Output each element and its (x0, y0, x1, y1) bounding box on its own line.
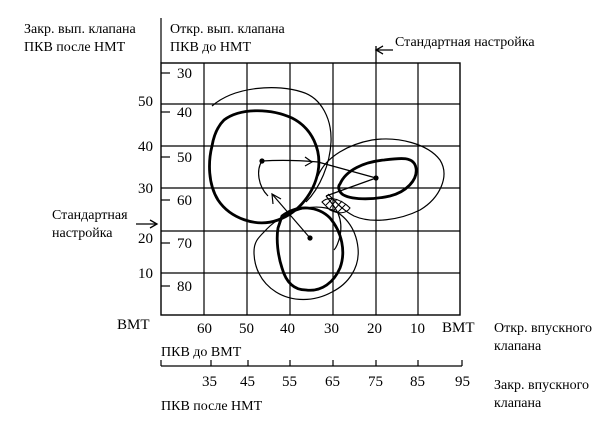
bmt-left-label: ВМТ (117, 317, 150, 333)
inner-tick: 40 (177, 105, 192, 121)
contour-right-inner (337, 157, 418, 201)
left-tick: 50 (138, 94, 153, 110)
exhaust-close-label-line2: ПКВ после НМТ (24, 40, 126, 55)
bottom2-tick: 35 (202, 374, 217, 390)
intake-close-label-line1: Закр. впускного (494, 378, 589, 393)
inner-tick: 80 (177, 279, 192, 295)
bottom-axis2 (160, 360, 463, 367)
bottom-axis2-label: ПКВ после НМТ (161, 399, 263, 414)
contour-right-outer (317, 138, 445, 221)
bottom2-tick: 85 (410, 374, 425, 390)
hatched-overlap-zone (321, 198, 351, 214)
left-axis-ticks: 50 40 30 20 10 (138, 94, 153, 282)
plot-grid (160, 62, 461, 316)
contour-bottom-inner (275, 206, 345, 292)
trajectory-line (317, 161, 377, 179)
intake-close-label-line2: клапана (494, 396, 542, 411)
bottom2-tick: 75 (368, 374, 383, 390)
trajectory (258, 156, 379, 251)
inner-axis-ticks: 30 40 50 60 70 80 (161, 66, 192, 295)
trajectory-arrowhead (271, 192, 282, 205)
bottom-axis1-ticks: 60 50 40 30 20 10 (197, 321, 425, 337)
bottom2-tick: 65 (325, 374, 340, 390)
bmt-right-label: ВМТ (442, 320, 475, 336)
bottom-axis1-label: ПКВ до ВМТ (161, 345, 242, 360)
inner-tick: 30 (177, 66, 192, 82)
exhaust-close-label-line1: Закр. вып. клапана (24, 22, 137, 37)
contour-upper-left-inner (208, 109, 321, 225)
trajectory-line (258, 160, 269, 197)
left-tick: 20 (138, 231, 153, 247)
left-tick: 10 (138, 266, 153, 282)
bottom-axis2-ticks: 35 45 55 65 75 85 95 (202, 374, 470, 390)
contour-bottom-outer (253, 206, 359, 301)
trajectory-line (325, 195, 342, 251)
left-tick: 30 (138, 181, 153, 197)
standard-setting-left-line1: Стандартная (52, 208, 128, 223)
plot-frame (160, 62, 461, 316)
trajectory-arrowhead (304, 156, 314, 167)
standard-setting-top-arrow (374, 45, 393, 63)
bottom1-tick: 30 (324, 321, 339, 337)
bottom1-tick: 60 (197, 321, 212, 337)
standard-setting-left-line2: настройка (52, 226, 113, 241)
intake-open-label-line2: клапана (494, 339, 542, 354)
trajectory-line (261, 159, 319, 163)
bottom1-tick: 10 (410, 321, 425, 337)
trajectory-line (325, 177, 377, 197)
exhaust-open-label-line2: ПКВ до НМТ (170, 40, 251, 55)
exhaust-open-label-line1: Откр. вып. клапана (170, 22, 286, 37)
inner-tick: 50 (177, 150, 192, 166)
intake-open-label-line1: Откр. впускного (494, 321, 592, 336)
trajectory-line (271, 193, 311, 239)
bottom2-tick: 55 (282, 374, 297, 390)
bottom1-tick: 40 (280, 321, 295, 337)
bottom1-tick: 50 (239, 321, 254, 337)
inner-tick: 60 (177, 193, 192, 209)
inner-tick: 70 (177, 236, 192, 252)
bottom2-tick: 45 (240, 374, 255, 390)
bottom1-tick: 20 (367, 321, 382, 337)
left-tick: 40 (138, 139, 153, 155)
contour-upper-left-outer (211, 87, 332, 203)
standard-setting-left-arrow (136, 219, 159, 229)
bottom2-tick: 95 (455, 374, 470, 390)
standard-setting-top-label: Стандартная настройка (395, 35, 535, 50)
